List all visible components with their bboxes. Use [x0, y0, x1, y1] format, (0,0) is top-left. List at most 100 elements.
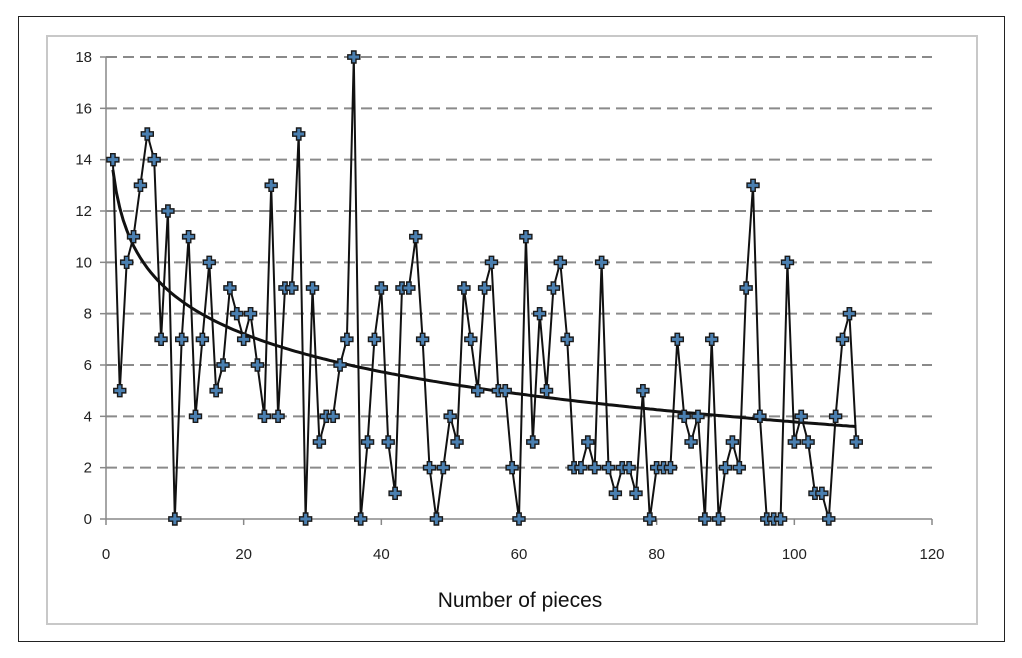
x-tick-label: 80	[648, 546, 665, 563]
data-point	[498, 383, 512, 398]
trend-line	[111, 169, 857, 429]
data-point	[250, 358, 265, 372]
data-point	[147, 152, 161, 167]
data-point	[526, 435, 540, 449]
data-point	[677, 409, 691, 424]
data-point	[106, 152, 120, 167]
data-point	[333, 358, 347, 372]
chart-area	[46, 35, 978, 625]
data-point	[457, 281, 471, 295]
data-point	[553, 255, 567, 270]
trend-layer	[111, 169, 857, 429]
y-tick-label: 8	[84, 306, 92, 323]
data-point	[594, 255, 609, 270]
data-point	[374, 281, 389, 295]
data-point	[464, 332, 478, 347]
data-point	[780, 255, 795, 270]
data-point	[195, 332, 210, 347]
data-point	[292, 127, 306, 141]
data-point	[409, 229, 423, 244]
y-tick-label: 10	[75, 254, 92, 271]
data-point	[718, 460, 733, 475]
data-point	[450, 435, 464, 449]
data-point	[787, 435, 802, 449]
x-tick-label: 40	[373, 546, 390, 563]
y-tick-label: 16	[75, 100, 92, 117]
data-point	[546, 281, 561, 295]
data-point	[340, 332, 354, 347]
tick-labels: 0 2 4 6 8 10 12 14 16 18 0 20 40 60 80 100 120	[75, 49, 944, 563]
data-point	[801, 435, 815, 449]
data-point	[828, 409, 843, 424]
data-point	[732, 460, 746, 475]
data-point	[560, 332, 574, 347]
data-point	[353, 512, 368, 526]
grid-lines	[106, 56, 932, 469]
data-point	[643, 512, 657, 526]
data-point	[388, 486, 402, 501]
data-point	[670, 332, 685, 347]
data-point	[773, 512, 788, 526]
data-point	[519, 229, 533, 244]
data-point	[140, 127, 154, 141]
data-point	[691, 409, 705, 424]
data-point	[622, 460, 636, 475]
markers	[106, 50, 863, 526]
data-point	[236, 332, 251, 347]
data-point	[849, 435, 863, 449]
x-tick-label: 20	[235, 546, 252, 563]
data-point	[471, 383, 485, 398]
data-point	[113, 383, 127, 398]
data-point	[505, 460, 519, 475]
data-point	[629, 486, 643, 501]
data-point	[739, 281, 753, 295]
data-point	[574, 460, 588, 475]
data-point	[581, 435, 595, 449]
data-point	[539, 383, 554, 398]
data-point	[588, 460, 602, 475]
y-tick-label: 2	[84, 460, 92, 477]
data-point	[326, 409, 340, 424]
data-point	[347, 50, 361, 64]
data-point	[360, 435, 375, 449]
data-point	[175, 332, 189, 347]
data-point	[815, 486, 829, 501]
data-point	[636, 383, 650, 398]
y-tick-label: 18	[75, 49, 92, 66]
x-tick-label: 100	[782, 546, 807, 563]
y-tick-label: 14	[75, 152, 92, 169]
data-point	[133, 178, 148, 193]
data-point	[188, 409, 203, 424]
data-point	[698, 512, 712, 526]
data-point	[835, 332, 850, 347]
data-point	[230, 306, 244, 321]
data-point	[305, 281, 320, 295]
data-point	[753, 409, 767, 424]
data-point	[271, 409, 285, 424]
data-point	[601, 460, 616, 475]
data-point	[429, 512, 444, 526]
data-point	[243, 306, 258, 321]
data-point	[216, 358, 230, 372]
data-point	[711, 512, 726, 526]
x-tick-label: 60	[511, 546, 528, 563]
data-point	[126, 229, 141, 244]
data-point	[298, 512, 313, 526]
x-tick-label: 120	[919, 546, 944, 563]
x-axis-title: Number of pieces	[438, 589, 603, 612]
data-point	[684, 435, 698, 449]
data-point	[794, 409, 808, 424]
y-tick-label: 4	[84, 408, 92, 425]
data-point	[209, 383, 223, 398]
data-point	[181, 229, 196, 244]
axes	[100, 56, 933, 525]
data-point	[312, 435, 327, 449]
data-point	[415, 332, 430, 347]
data-point	[477, 281, 492, 295]
data-point	[202, 255, 216, 270]
y-tick-label: 12	[75, 203, 92, 220]
data-point	[532, 306, 547, 321]
data-point	[443, 409, 457, 424]
data-point	[725, 435, 740, 449]
